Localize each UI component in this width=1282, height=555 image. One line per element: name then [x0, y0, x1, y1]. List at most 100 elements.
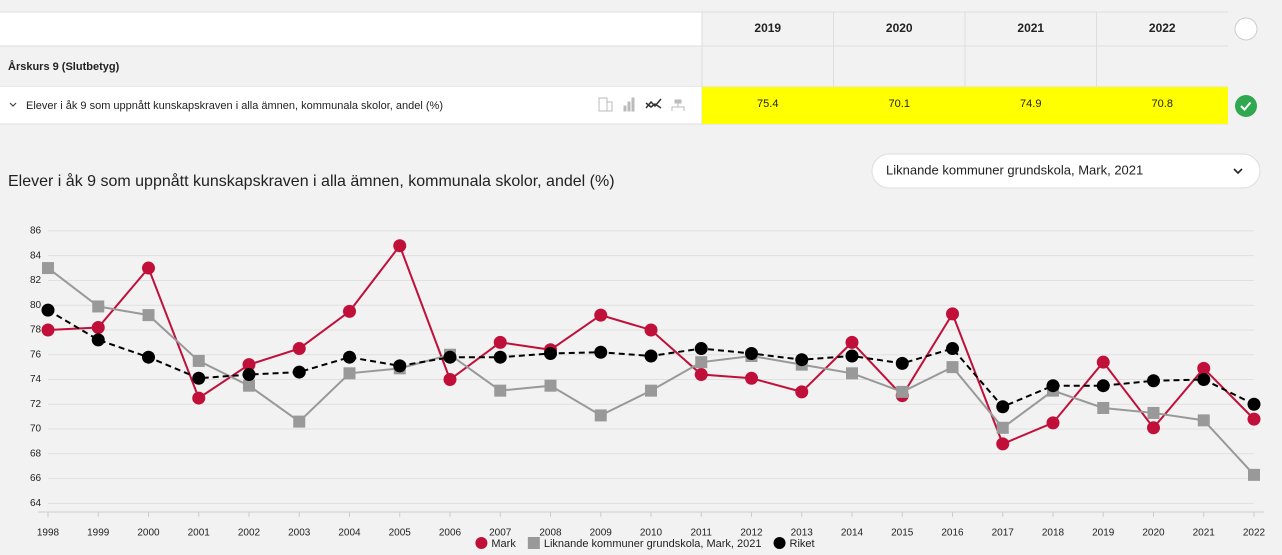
- point: [343, 350, 356, 364]
- point: [745, 346, 758, 360]
- point: [42, 262, 54, 275]
- point: [192, 371, 206, 385]
- y-tick-label: 70: [30, 424, 42, 435]
- col-header: 2019: [754, 21, 781, 35]
- x-tick-label: 2014: [841, 528, 864, 539]
- cell-value: 70.1: [889, 98, 910, 110]
- point: [895, 356, 909, 370]
- point: [996, 437, 1010, 451]
- point: [92, 300, 105, 313]
- point: [1097, 401, 1110, 414]
- point: [845, 349, 859, 363]
- x-tick-label: 1998: [37, 528, 60, 539]
- point: [644, 349, 658, 363]
- cell-value: 70.8: [1152, 98, 1173, 110]
- point: [393, 239, 407, 253]
- legend-marker: [527, 537, 540, 549]
- cell-value: 74.9: [1020, 98, 1041, 110]
- y-tick-label: 68: [30, 448, 42, 459]
- col-header: 2022: [1149, 21, 1176, 35]
- y-tick-label: 76: [30, 349, 42, 360]
- selected-toggle[interactable]: [1235, 95, 1257, 117]
- point: [494, 384, 507, 397]
- point: [142, 309, 155, 322]
- y-tick-label: 78: [30, 325, 42, 336]
- x-tick-label: 2013: [791, 528, 814, 539]
- point: [694, 368, 708, 382]
- point: [1096, 379, 1110, 393]
- y-tick-label: 80: [30, 300, 42, 311]
- x-tick-label: 2018: [1042, 528, 1065, 539]
- point: [795, 385, 809, 399]
- point: [91, 320, 105, 334]
- legend-label: Riket: [790, 538, 815, 550]
- x-tick-label: 2000: [137, 528, 160, 539]
- point: [1147, 374, 1160, 388]
- point: [594, 409, 607, 422]
- point: [896, 385, 909, 398]
- point: [293, 415, 306, 428]
- chart-title: Elever i åk 9 som uppnått kunskapskraven…: [8, 172, 615, 190]
- legend-marker: [475, 537, 488, 549]
- point: [242, 358, 256, 372]
- expand-chevron[interactable]: [9, 102, 17, 107]
- series-line: [47, 243, 1255, 446]
- value-cell: [1096, 87, 1228, 124]
- x-tick-label: 2004: [338, 528, 361, 539]
- value-cell: [833, 87, 965, 124]
- point: [41, 323, 55, 337]
- point: [644, 323, 658, 337]
- legend-label: Liknande kommuner grundskola, Mark, 2021: [544, 538, 762, 550]
- y-tick-label: 82: [30, 275, 42, 286]
- x-tick-label: 2008: [539, 528, 562, 539]
- point: [1046, 416, 1060, 430]
- x-tick-label: 2007: [489, 528, 512, 539]
- point: [694, 342, 708, 356]
- point: [594, 308, 608, 322]
- point: [1247, 397, 1261, 411]
- x-tick-label: 2001: [188, 528, 211, 539]
- point: [645, 384, 657, 397]
- point: [343, 367, 356, 380]
- point: [393, 359, 407, 373]
- point: [996, 400, 1010, 414]
- view-icons[interactable]: [598, 97, 685, 112]
- point: [946, 342, 959, 356]
- x-tick-label: 2015: [891, 528, 914, 539]
- value-cell: [702, 87, 834, 124]
- point: [946, 361, 959, 374]
- x-tick-label: 2021: [1193, 528, 1216, 539]
- x-tick-label: 2003: [288, 528, 311, 539]
- point: [544, 346, 557, 360]
- point: [142, 261, 155, 275]
- point: [243, 379, 255, 392]
- point: [443, 350, 457, 364]
- x-tick-label: 2016: [941, 528, 964, 539]
- row-label[interactable]: Elever i åk 9 som uppnått kunskapskraven…: [26, 100, 443, 112]
- cell-value: 75.4: [757, 98, 778, 110]
- x-tick-label: 2005: [389, 528, 412, 539]
- x-tick-label: 1999: [87, 528, 110, 539]
- dropdown[interactable]: [871, 153, 1261, 189]
- point: [41, 303, 55, 317]
- point: [1247, 412, 1261, 426]
- point: [1046, 379, 1060, 393]
- x-tick-label: 2010: [640, 528, 663, 539]
- x-tick-label: 2022: [1243, 528, 1266, 539]
- point: [493, 350, 507, 364]
- dropdown-chevron: [1233, 168, 1243, 175]
- dropdown-label: Liknande kommuner grundskola, Mark, 2021: [886, 162, 1143, 177]
- point: [544, 379, 557, 392]
- y-tick-label: 72: [30, 399, 42, 410]
- point: [946, 307, 959, 321]
- point: [846, 367, 858, 380]
- point: [1096, 355, 1110, 369]
- legend-label: Mark: [491, 538, 516, 550]
- x-tick-label: 2011: [690, 528, 712, 539]
- point: [142, 350, 155, 364]
- select-toggle[interactable]: [1234, 17, 1258, 41]
- row-bg: [0, 87, 702, 124]
- y-tick-label: 74: [30, 374, 42, 385]
- check-icon: [1240, 101, 1252, 111]
